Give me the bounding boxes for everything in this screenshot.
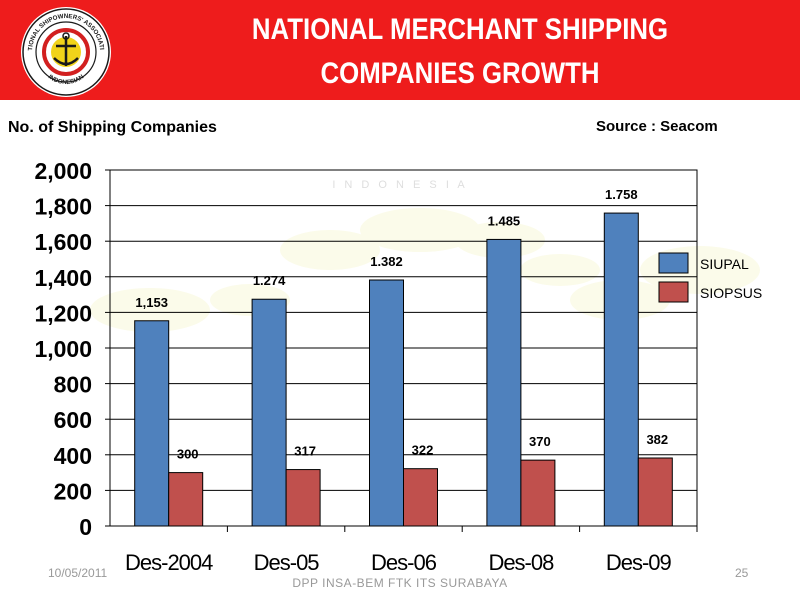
source-label: Source : Seacom — [596, 118, 718, 135]
y-tick-label: 200 — [54, 478, 92, 504]
data-label: 1.758 — [605, 187, 638, 202]
data-label: 370 — [529, 434, 551, 449]
legend-swatch-siupal — [658, 252, 689, 274]
watermark-text: I N D O N E S I A — [332, 179, 467, 191]
map-decoration — [520, 254, 600, 286]
x-tick-label: Des-2004 — [125, 550, 213, 575]
y-tick-label: 2,000 — [34, 158, 92, 184]
footer-text: DPP INSA-BEM FTK ITS SURABAYA — [292, 576, 508, 590]
bar-siopsus — [285, 469, 321, 527]
map-decoration — [90, 288, 210, 332]
y-tick-label: 400 — [54, 443, 92, 469]
y-tick-label: 1,200 — [34, 300, 92, 326]
title-banner: NATIONAL SHIPOWNERS' ASSOCIATION INDONES… — [0, 0, 800, 100]
y-tick-label: 0 — [79, 514, 92, 540]
y-tick-label: 1,400 — [34, 265, 92, 291]
bar-siupal — [603, 212, 639, 527]
bar-siupal — [486, 238, 522, 527]
data-label: 1.382 — [370, 254, 403, 269]
map-decoration — [280, 230, 380, 270]
page-title: NATIONAL MERCHANT SHIPPING COMPANIES GRO… — [120, 8, 800, 96]
title-line-1: NATIONAL MERCHANT SHIPPING — [251, 13, 669, 46]
bar-siupal — [251, 298, 287, 527]
y-tick-label: 600 — [54, 407, 92, 433]
data-label: 322 — [412, 443, 434, 458]
bar-siopsus — [403, 468, 438, 527]
data-label: 300 — [177, 447, 199, 462]
y-tick-label: 1,000 — [34, 336, 92, 362]
x-tick-label: Des-08 — [488, 550, 554, 575]
data-label: 1.485 — [488, 213, 521, 228]
y-tick-label: 800 — [54, 372, 92, 398]
data-label: 1,153 — [135, 295, 168, 310]
footer-date: 10/05/2011 — [48, 566, 108, 580]
bar-siopsus — [637, 457, 673, 527]
bar-siupal — [369, 279, 404, 527]
x-tick-label: Des-09 — [606, 550, 672, 575]
y-tick-label: 1,600 — [34, 229, 92, 255]
data-label: 1.274 — [253, 273, 286, 288]
legend-label: SIUPAL — [700, 256, 749, 272]
x-tick-label: Des-06 — [371, 550, 437, 575]
y-axis-title: No. of Shipping Companies — [8, 119, 217, 136]
y-tick-label: 1,800 — [34, 194, 92, 220]
bar-siupal — [134, 320, 170, 527]
data-label: 382 — [646, 432, 668, 447]
bar-siopsus — [168, 472, 204, 527]
legend-label: SIOPSUS — [700, 285, 762, 301]
association-logo: NATIONAL SHIPOWNERS' ASSOCIATION INDONES… — [20, 6, 111, 97]
legend-swatch-siopsus — [658, 281, 689, 303]
title-line-2: COMPANIES GROWTH — [320, 57, 600, 90]
page-number: 25 — [735, 566, 749, 580]
x-tick-label: Des-05 — [254, 550, 320, 575]
bar-siopsus — [520, 459, 556, 527]
data-label: 317 — [294, 444, 316, 459]
